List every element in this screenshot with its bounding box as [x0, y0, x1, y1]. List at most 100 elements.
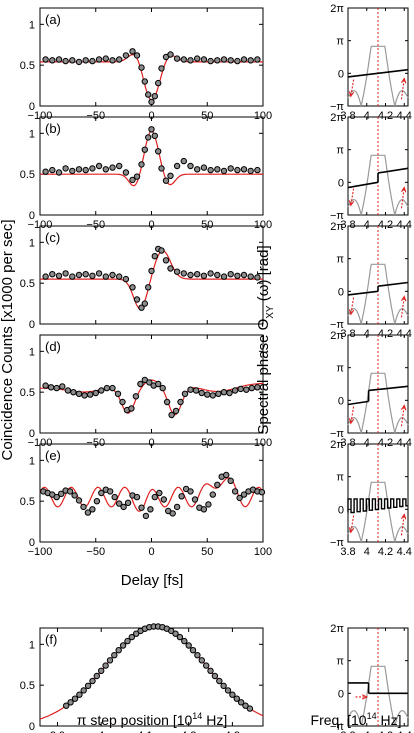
x-tick-label: 4.2	[378, 110, 393, 122]
data-point	[167, 265, 174, 272]
data-point	[116, 500, 123, 507]
data-point	[62, 270, 69, 277]
data-point	[214, 57, 221, 64]
data-point	[220, 273, 228, 280]
data-point	[107, 488, 114, 495]
data-point	[187, 386, 194, 393]
data-point	[159, 384, 166, 392]
data-point	[71, 492, 78, 499]
data-point	[145, 91, 152, 98]
left-panels: 00.51−100 −50 0 50 100(a)00.51−100 −50 0 50 100(…	[20, 7, 272, 733]
data-point	[124, 499, 132, 506]
data-point	[138, 161, 145, 168]
data-point	[247, 57, 254, 64]
data-point	[89, 506, 96, 513]
data-point	[254, 56, 261, 63]
data-point	[111, 493, 118, 501]
data-point	[102, 662, 109, 669]
x-tick-label: 4.1	[137, 730, 152, 733]
y-tick-label: 2π	[330, 221, 344, 233]
data-point	[187, 57, 194, 64]
spectrum-curve	[347, 154, 409, 216]
data-point	[93, 498, 101, 505]
x-tick-label: −100	[28, 219, 53, 231]
y-tick-label: 2π	[330, 330, 344, 342]
x-tick-label: 4.2	[378, 730, 393, 733]
x-tick-label: 0	[148, 219, 154, 231]
data-point	[116, 56, 123, 63]
phase-segment	[368, 385, 409, 392]
x-tick-label: 4	[364, 437, 370, 449]
y-tick-label: 0	[29, 210, 35, 222]
data-point	[200, 56, 208, 63]
x-tick-label: 3.8	[340, 328, 355, 340]
data-point	[258, 489, 266, 496]
data-point	[214, 481, 221, 488]
data-point	[254, 274, 261, 281]
arrowhead	[401, 513, 407, 520]
data-point	[178, 493, 185, 500]
data-point	[93, 672, 101, 680]
data-point	[62, 165, 69, 172]
data-point	[254, 166, 261, 174]
data-point	[98, 387, 105, 394]
data-point	[82, 271, 89, 278]
x-tick-label: 4.2	[378, 328, 393, 340]
data-point	[194, 166, 201, 173]
data-point	[214, 271, 221, 279]
data-point	[129, 48, 136, 55]
data-point	[70, 389, 77, 396]
data-point	[209, 392, 217, 399]
arrowhead	[401, 295, 407, 302]
y-tick-label: 2π	[330, 439, 344, 451]
right-xlabel: Freq. [1014 Hz]	[311, 711, 402, 728]
data-point	[220, 56, 228, 63]
data-point	[75, 58, 83, 66]
data-point	[180, 157, 188, 165]
data-point	[42, 382, 49, 389]
data-point	[163, 398, 171, 406]
y-tick-label: 0	[338, 395, 344, 407]
data-point	[158, 247, 165, 254]
panel-label: (e)	[45, 448, 61, 463]
data-point	[240, 166, 248, 173]
y-tick-label: −π	[330, 210, 344, 222]
y-tick-label: 2π	[330, 112, 344, 124]
data-point	[200, 272, 208, 279]
bottom-left-xlabel: π step position [1014 Hz]	[77, 711, 227, 728]
data-point	[185, 642, 192, 649]
data-point	[82, 166, 89, 174]
data-point	[80, 687, 87, 694]
phase-segment	[347, 400, 369, 406]
data-point	[138, 504, 145, 511]
data-point	[155, 380, 162, 388]
y-tick-label: 0	[338, 504, 344, 516]
data-point	[89, 57, 96, 65]
data-point	[198, 657, 206, 664]
data-point	[58, 490, 65, 497]
data-point	[102, 55, 110, 62]
panel-label: (a)	[45, 12, 61, 27]
shift-arrow	[350, 297, 355, 315]
data-point	[98, 667, 105, 674]
arrowhead	[348, 200, 355, 207]
data-point	[133, 493, 141, 501]
panel-label: (f)	[45, 632, 57, 647]
data-point	[226, 389, 233, 397]
x-tick-label: 3.8	[340, 730, 355, 733]
arrowhead	[401, 77, 407, 84]
data-point	[69, 167, 76, 175]
data-point	[53, 384, 60, 392]
data-point	[89, 677, 96, 685]
x-tick-label: 0	[148, 110, 154, 122]
data-point	[103, 384, 111, 392]
data-point	[138, 304, 145, 311]
data-point	[62, 702, 70, 709]
data-point	[141, 146, 149, 153]
data-point	[169, 510, 176, 517]
data-point	[168, 411, 175, 419]
data-point	[116, 162, 123, 170]
data-point	[55, 272, 63, 279]
